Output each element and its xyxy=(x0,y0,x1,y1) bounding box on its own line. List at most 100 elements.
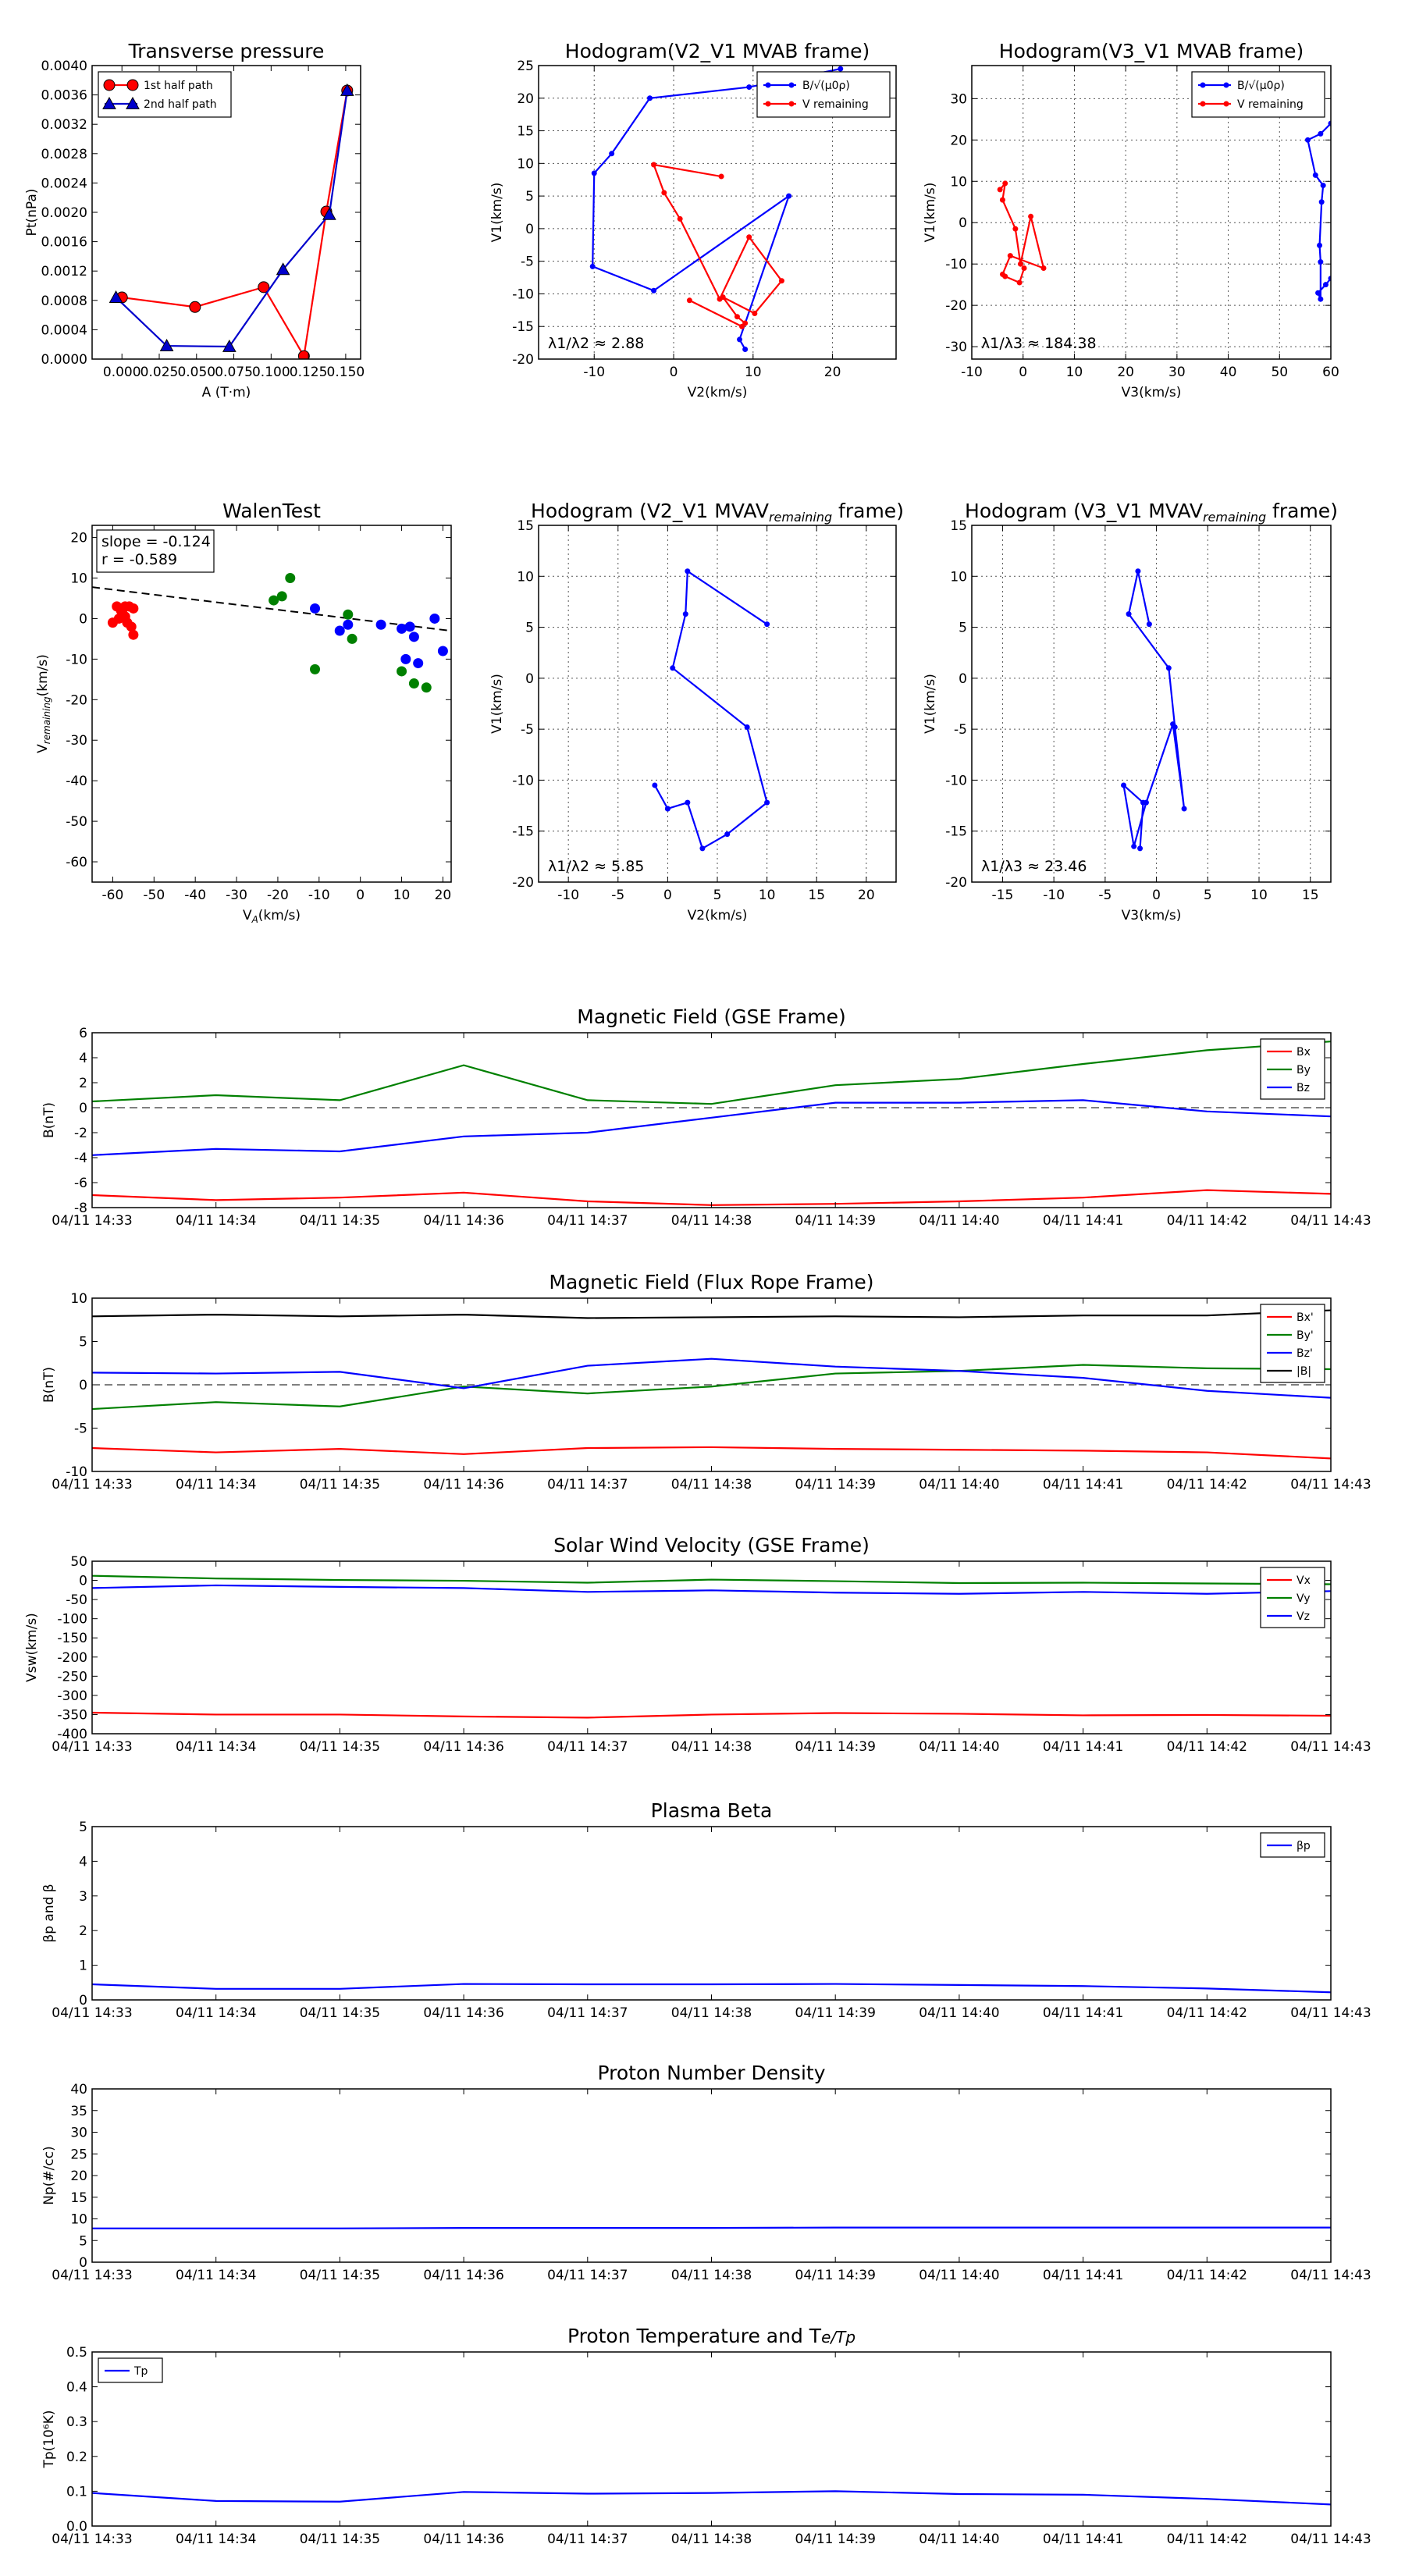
y-tick-label: 0 xyxy=(959,671,967,687)
x-tick-label: 0 xyxy=(356,888,365,903)
y-tick-label: -20 xyxy=(945,298,967,314)
data-point xyxy=(778,278,784,284)
x-tick-label: 04/11 14:42 xyxy=(1167,1477,1247,1493)
plasma-beta-panel: Plasma Beta 04/11 14:33 04/11 14:34 04/11 1… xyxy=(41,1799,1371,2021)
y-tick-label: -10 xyxy=(945,257,967,272)
y-tick-label: 15 xyxy=(950,518,967,534)
x-tick-label: 0.050 xyxy=(177,365,215,380)
data-point xyxy=(397,666,407,677)
data-point xyxy=(661,190,667,196)
x-tick-label: 04/11 14:35 xyxy=(300,2005,380,2021)
y-axis-label: V1(km/s) xyxy=(923,674,938,734)
y-tick-label: -5 xyxy=(954,722,967,738)
x-tick-label: 04/11 14:33 xyxy=(52,1477,132,1493)
legend-label: B/√(μ0ρ) xyxy=(802,80,850,92)
y-tick-label: 4 xyxy=(79,1051,87,1066)
series-line-0 xyxy=(92,2226,1331,2229)
y-tick-label: 30 xyxy=(70,2126,87,2141)
x-axis-label: A (T·m) xyxy=(202,385,251,400)
data-point xyxy=(1017,261,1023,267)
y-tick-label: 10 xyxy=(70,571,87,587)
data-point xyxy=(408,632,419,642)
x-tick-label: 04/11 14:37 xyxy=(547,2005,628,2021)
x-tick-label: 04/11 14:35 xyxy=(300,1477,380,1493)
y-tick-label: 0.0012 xyxy=(41,264,87,279)
mag-field-flux-rope-panel: Magnetic Field (Flux Rope Frame) 04/11 14… xyxy=(41,1271,1371,1493)
data-point xyxy=(699,845,706,852)
data-point xyxy=(651,287,657,294)
annotation-box xyxy=(96,529,215,573)
x-axis-label: V3(km/s) xyxy=(1122,908,1182,923)
y-tick-label: 25 xyxy=(517,59,534,74)
y-tick-label: -250 xyxy=(57,1669,87,1685)
hodogram-v2v1-mvab-panel: Hodogram(V2_V1 MVAB frame) -10 0 10 20 -20 -15… xyxy=(489,40,897,400)
data-point xyxy=(276,262,290,276)
data-point xyxy=(744,724,750,731)
y-tick-label: 0.0036 xyxy=(41,88,87,104)
data-point xyxy=(677,215,683,222)
y-tick-label: 0.0004 xyxy=(41,322,87,338)
x-tick-label: 15 xyxy=(1302,888,1319,903)
data-point xyxy=(1140,799,1146,806)
x-tick-label: 10 xyxy=(745,365,762,380)
data-point xyxy=(429,613,440,624)
legend-box xyxy=(98,71,232,118)
data-point xyxy=(408,678,419,689)
y-tick-label: 0 xyxy=(79,611,87,627)
data-point xyxy=(646,95,653,101)
x-tick-label: 0 xyxy=(1019,365,1027,380)
x-tick-label: 04/11 14:39 xyxy=(795,1477,876,1493)
y-tick-label: -8 xyxy=(74,1201,87,1216)
hodogram-v3v1-mvav-panel: Hodogram (V3_V1 MVAVremaining frame) -15 -… xyxy=(923,500,1338,923)
x-tick-label: 20 xyxy=(435,888,452,903)
annotation-text: slope = -0.124 xyxy=(101,533,211,550)
y-tick-label: -50 xyxy=(66,814,87,830)
data-point xyxy=(1121,782,1127,788)
series-line-0 xyxy=(122,90,348,359)
x-tick-label: 04/11 14:36 xyxy=(423,1739,503,1755)
legend-marker xyxy=(103,79,116,91)
data-point xyxy=(189,301,201,313)
y-tick-label: 0.0032 xyxy=(41,117,87,133)
x-tick-label: 0 xyxy=(663,888,672,903)
x-tick-label: 04/11 14:35 xyxy=(300,1739,380,1755)
series-line-0 xyxy=(1122,571,1186,849)
data-point xyxy=(421,682,432,693)
x-tick-label: 5 xyxy=(713,888,722,903)
data-point xyxy=(1040,265,1047,271)
y-tick-label: -15 xyxy=(512,824,534,840)
y-tick-label: 5 xyxy=(959,621,967,636)
x-tick-label: 04/11 14:38 xyxy=(671,1477,752,1493)
y-tick-label: -40 xyxy=(66,774,87,789)
data-point xyxy=(1322,282,1329,288)
legend-label: βp xyxy=(1297,1840,1311,1852)
plot-area xyxy=(652,568,770,852)
hodogram-v2v1-mvav-panel: Hodogram (V2_V1 MVAVremaining frame) -10 -… xyxy=(489,500,904,923)
y-tick-label: -200 xyxy=(57,1650,87,1666)
legend-label: By' xyxy=(1297,1329,1314,1342)
plot-area xyxy=(92,1983,1331,1994)
plot-area xyxy=(997,120,1331,302)
x-tick-label: 0 xyxy=(670,365,678,380)
walen-test-panel: WalenTest -60 -50 -40 -30 -20 -10 0 10 20 -60 -50 -4… xyxy=(35,500,452,925)
legend-marker xyxy=(126,96,140,109)
data-point xyxy=(718,173,724,180)
x-tick-label: 10 xyxy=(759,888,776,903)
x-tick-label: 04/11 14:39 xyxy=(795,2268,876,2283)
plot-area xyxy=(108,83,354,359)
x-tick-label: 04/11 14:33 xyxy=(52,1739,132,1755)
y-tick-label: -10 xyxy=(512,286,534,302)
data-point xyxy=(652,782,658,788)
x-tick-label: 04/11 14:36 xyxy=(423,1477,503,1493)
y-tick-label: -150 xyxy=(57,1631,87,1646)
data-point xyxy=(1021,265,1027,271)
y-tick-label: 0.0008 xyxy=(41,294,87,309)
data-point xyxy=(285,573,296,584)
x-tick-label: 50 xyxy=(1271,365,1288,380)
x-tick-label: 10 xyxy=(393,888,411,903)
y-axis-label-subscript: remaining xyxy=(41,696,52,744)
x-tick-label: 04/11 14:41 xyxy=(1043,1477,1123,1493)
x-tick-label: 04/11 14:39 xyxy=(795,2532,876,2547)
y-axis-label: Vsw(km/s) xyxy=(24,1613,40,1682)
legend-box xyxy=(1191,71,1325,118)
